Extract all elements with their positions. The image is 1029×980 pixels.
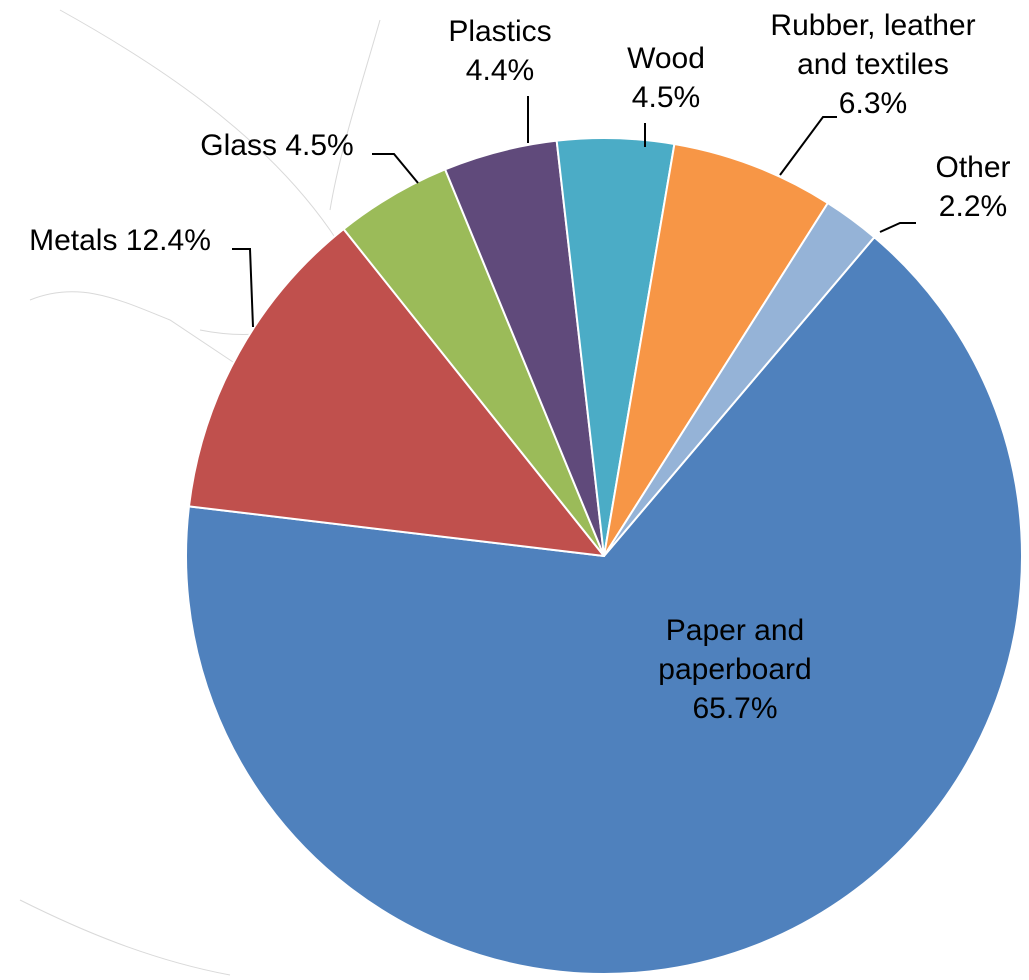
slice-label-plastics: Plastics (448, 15, 551, 48)
slice-label-rubber-leather-and-textiles: 6.3% (839, 87, 907, 120)
pie-slice-metals (187, 228, 605, 557)
pie-slice-paper-and-paperboard (185, 236, 1023, 975)
slice-label-paper-and-paperboard: 65.7% (692, 692, 777, 725)
pie-slice-other (603, 201, 876, 557)
pie-slice-rubber-leather-and-textiles (603, 142, 829, 557)
pie-slices (185, 137, 1023, 975)
leader-line-metals (232, 248, 254, 328)
slice-label-rubber-leather-and-textiles: and textiles (797, 48, 949, 81)
slice-label-paper-and-paperboard: paperboard (658, 653, 811, 686)
leader-line-glass (372, 153, 419, 184)
slice-label-plastics: 4.4% (466, 54, 534, 87)
slice-label-rubber-leather-and-textiles: Rubber, leather (770, 9, 975, 42)
slice-label-glass: Glass 4.5% (200, 129, 353, 162)
slice-label-wood: Wood (627, 42, 705, 75)
slice-label-other: 2.2% (939, 190, 1007, 223)
leader-line-other (879, 222, 916, 233)
slice-label-metals: Metals 12.4% (29, 224, 211, 257)
leader-line-rubber-leather-and-textiles (779, 116, 837, 176)
slice-label-other: Other (935, 151, 1010, 184)
slice-label-paper-and-paperboard: Paper and (666, 614, 804, 647)
slice-label-wood: 4.5% (632, 81, 700, 114)
slice-labels: Paper and paperboard 65.7% Metals 12.4% Glas… (29, 9, 1010, 725)
leader-lines (232, 96, 916, 328)
